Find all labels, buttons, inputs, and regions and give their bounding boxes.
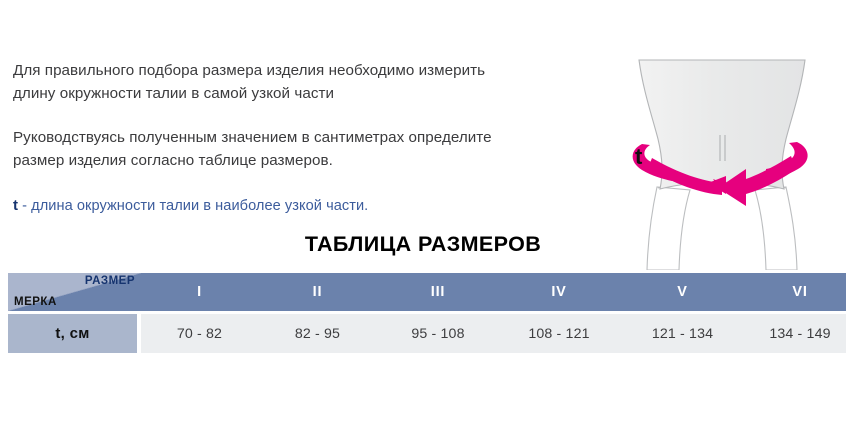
left-leg-outline	[646, 186, 691, 271]
cell-size-1: 70 - 82	[141, 314, 258, 353]
table-gap-cell	[8, 311, 846, 314]
cell-size-4: 108 - 121	[499, 314, 619, 353]
column-header-3: III	[377, 273, 499, 311]
ribbon-front-left-body	[648, 158, 722, 195]
corner-measure-label: МЕРКА	[14, 296, 57, 308]
legend-description: - длина окружности талии в наиболее узко…	[18, 198, 369, 214]
row-header-waist: t, см	[8, 314, 137, 353]
column-header-5: V	[619, 273, 746, 311]
table-title: ТАБЛИЦА РАЗМЕРОВ	[304, 232, 542, 256]
column-header-4: IV	[499, 273, 619, 311]
right-leg-outline	[754, 186, 798, 271]
cell-size-2: 82 - 95	[258, 314, 377, 353]
instruction-paragraph-1: Для правильного подбора размера изделия …	[13, 62, 486, 102]
legend-line: t - длина окружности талии в наиболее уз…	[13, 195, 513, 217]
cell-size-3: 95 - 108	[377, 314, 499, 353]
table-row: t, см 70 - 82 82 - 95 95 - 108 108 - 121…	[8, 314, 846, 353]
column-header-6: VI	[746, 273, 846, 311]
waist-measurement-illustration: t	[600, 38, 846, 271]
cell-size-6: 134 - 149	[746, 314, 846, 353]
table-header-row: РАЗМЕР МЕРКА I II III IV V VI	[8, 273, 846, 311]
waist-measure-label: t	[635, 144, 643, 169]
legend-key: t	[13, 197, 19, 214]
row-spacer-cell	[137, 314, 141, 353]
cell-size-5: 121 - 134	[619, 314, 746, 353]
table-gap-row	[8, 311, 846, 314]
ribbon-center-tip	[708, 176, 726, 194]
corner-size-label: РАЗМЕР	[84, 275, 135, 287]
table-corner-cell: РАЗМЕР МЕРКА	[8, 273, 141, 311]
column-header-2: II	[258, 273, 377, 311]
column-header-1: I	[141, 273, 258, 311]
ribbon-front-right-arrow	[718, 156, 796, 206]
instructions-block: Для правильного подбора размера изделия …	[13, 60, 513, 217]
instruction-paragraph-2: Руководствуясь полученным значением в са…	[13, 129, 492, 169]
size-table: РАЗМЕР МЕРКА I II III IV V VI t, см 70 -…	[8, 273, 846, 353]
